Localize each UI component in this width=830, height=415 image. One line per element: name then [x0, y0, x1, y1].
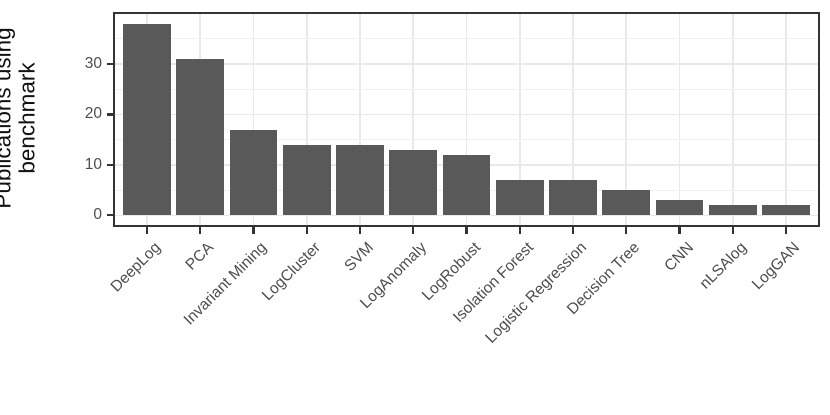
x-axis-tick-logcluster	[305, 226, 308, 234]
x-axis-tick-isolation-forest	[518, 226, 521, 234]
x-axis-tick-decision-tree	[625, 226, 628, 234]
y-axis-title-line-2: benchmark	[14, 62, 39, 174]
bar-loganomaly	[389, 149, 438, 216]
x-axis-tick-logistic-regression	[571, 226, 575, 234]
x-axis-tick-nlsalog	[731, 226, 734, 234]
gridline-minor-y35	[115, 38, 818, 40]
x-axis-tick-invariant-mining	[252, 226, 255, 234]
bar-logcluster	[282, 144, 331, 216]
y-axis-tick-10	[106, 163, 114, 167]
y-axis-tick-20	[106, 113, 114, 116]
x-axis-tick-deeplog	[145, 226, 149, 234]
bar-isolation-forest	[495, 180, 544, 216]
bar-logistic-regression	[549, 180, 597, 216]
x-axis-tick-loganomaly	[412, 226, 415, 234]
bar-logrobust	[442, 154, 491, 216]
y-axis-tick-label-10: 10	[84, 155, 102, 173]
y-axis-title: Publications using benchmark	[0, 27, 39, 208]
y-axis-tick-label-30: 30	[84, 54, 102, 72]
bar-invariant-mining	[229, 129, 278, 216]
bar-decision-tree	[602, 190, 651, 216]
bar-pca	[176, 58, 225, 216]
bar-cnn	[655, 200, 704, 216]
y-axis-tick-0	[106, 214, 114, 217]
x-axis-tick-logrobust	[465, 226, 468, 234]
gridline-vertical-cnn	[678, 14, 681, 225]
gridline-vertical-loggan	[785, 14, 787, 225]
y-axis-title-line-1: Publications using	[0, 27, 16, 209]
x-axis-tick-loggan	[784, 226, 788, 234]
bar-svm	[336, 144, 384, 216]
y-axis-tick-label-0: 0	[93, 206, 102, 224]
x-axis-tick-pca	[199, 226, 202, 234]
gridline-vertical-nlsalog	[731, 14, 734, 225]
y-axis-tick-label-20: 20	[84, 105, 102, 123]
y-axis-tick-30	[106, 62, 114, 66]
bar-nlsalog	[708, 205, 757, 216]
bar-loggan	[762, 205, 810, 216]
x-axis-tick-svm	[358, 226, 362, 234]
x-axis-tick-cnn	[678, 226, 681, 234]
bar-deeplog	[122, 23, 171, 216]
